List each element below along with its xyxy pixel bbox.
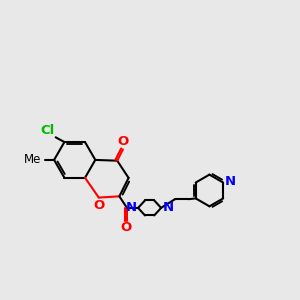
- Text: O: O: [121, 221, 132, 234]
- Text: Me: Me: [24, 153, 41, 167]
- Text: O: O: [93, 199, 104, 212]
- Text: Cl: Cl: [40, 124, 55, 136]
- Text: O: O: [117, 135, 128, 148]
- Text: N: N: [225, 175, 236, 188]
- Text: N: N: [163, 201, 174, 214]
- Text: N: N: [125, 201, 136, 214]
